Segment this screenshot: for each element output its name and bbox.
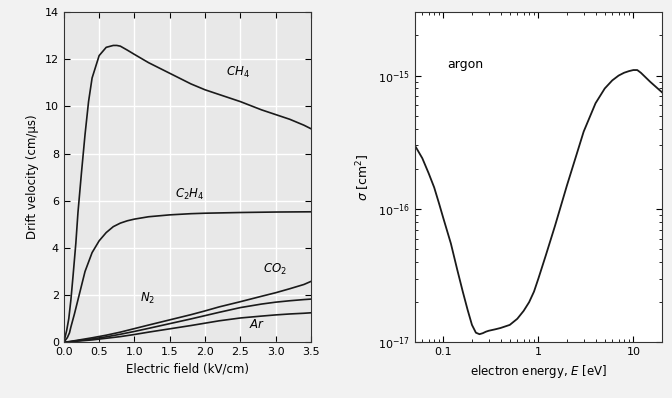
Text: $\mathit{Ar}$: $\mathit{Ar}$ <box>249 318 265 331</box>
Text: $\mathit{CO_2}$: $\mathit{CO_2}$ <box>263 262 287 277</box>
Y-axis label: $\sigma$ [cm$^2$]: $\sigma$ [cm$^2$] <box>355 153 372 201</box>
X-axis label: electron energy, $E$ [eV]: electron energy, $E$ [eV] <box>470 363 607 380</box>
Text: $\mathit{N_2}$: $\mathit{N_2}$ <box>140 291 155 306</box>
X-axis label: Electric field (kV/cm): Electric field (kV/cm) <box>126 363 249 376</box>
Text: $\mathit{C_2H_4}$: $\mathit{C_2H_4}$ <box>175 187 205 203</box>
Y-axis label: Drift velocity (cm/μs): Drift velocity (cm/μs) <box>26 115 39 240</box>
Text: argon: argon <box>447 58 483 71</box>
Text: $\mathit{CH_4}$: $\mathit{CH_4}$ <box>226 64 250 80</box>
